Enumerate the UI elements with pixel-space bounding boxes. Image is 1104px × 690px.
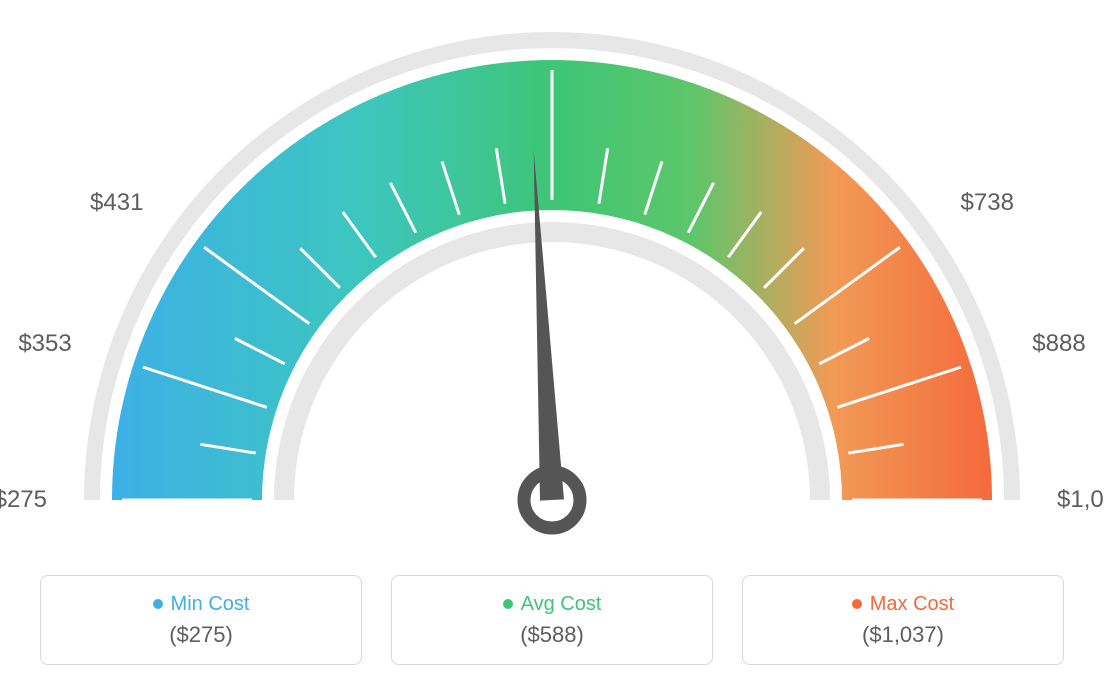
legend-title: Min Cost (153, 593, 250, 616)
gauge-area: $275$353$431$588$738$888$1,037 (0, 0, 1104, 560)
legend-value: ($588) (520, 622, 584, 648)
legend-title: Avg Cost (503, 593, 602, 616)
gauge-tick-label: $431 (90, 189, 143, 217)
legend-dot-icon (852, 599, 862, 609)
legend-card: Avg Cost ($588) (391, 575, 713, 665)
legend-value: ($275) (169, 622, 233, 648)
legend-title: Max Cost (852, 593, 954, 616)
legend-dot-icon (153, 599, 163, 609)
chart-container: $275$353$431$588$738$888$1,037 Min Cost(… (0, 0, 1104, 690)
legend-row: Min Cost ($275) Avg Cost ($588) Max Cost ($1,… (0, 575, 1104, 665)
legend-title-text: Avg Cost (521, 593, 602, 616)
gauge-tick-label: $353 (18, 330, 71, 358)
legend-title-text: Min Cost (171, 593, 250, 616)
gauge-svg (0, 0, 1104, 560)
gauge-tick-label: $738 (961, 189, 1014, 217)
gauge-tick-label: $275 (0, 486, 47, 514)
legend-value: ($1,037) (862, 622, 944, 648)
legend-title-text: Max Cost (870, 593, 954, 616)
gauge-tick-label: $888 (1032, 330, 1085, 358)
legend-card: Min Cost ($275) (40, 575, 362, 665)
legend-card: Max Cost ($1,037) (742, 575, 1064, 665)
gauge-tick-label: $1,037 (1057, 486, 1104, 514)
legend-dot-icon (503, 599, 513, 609)
